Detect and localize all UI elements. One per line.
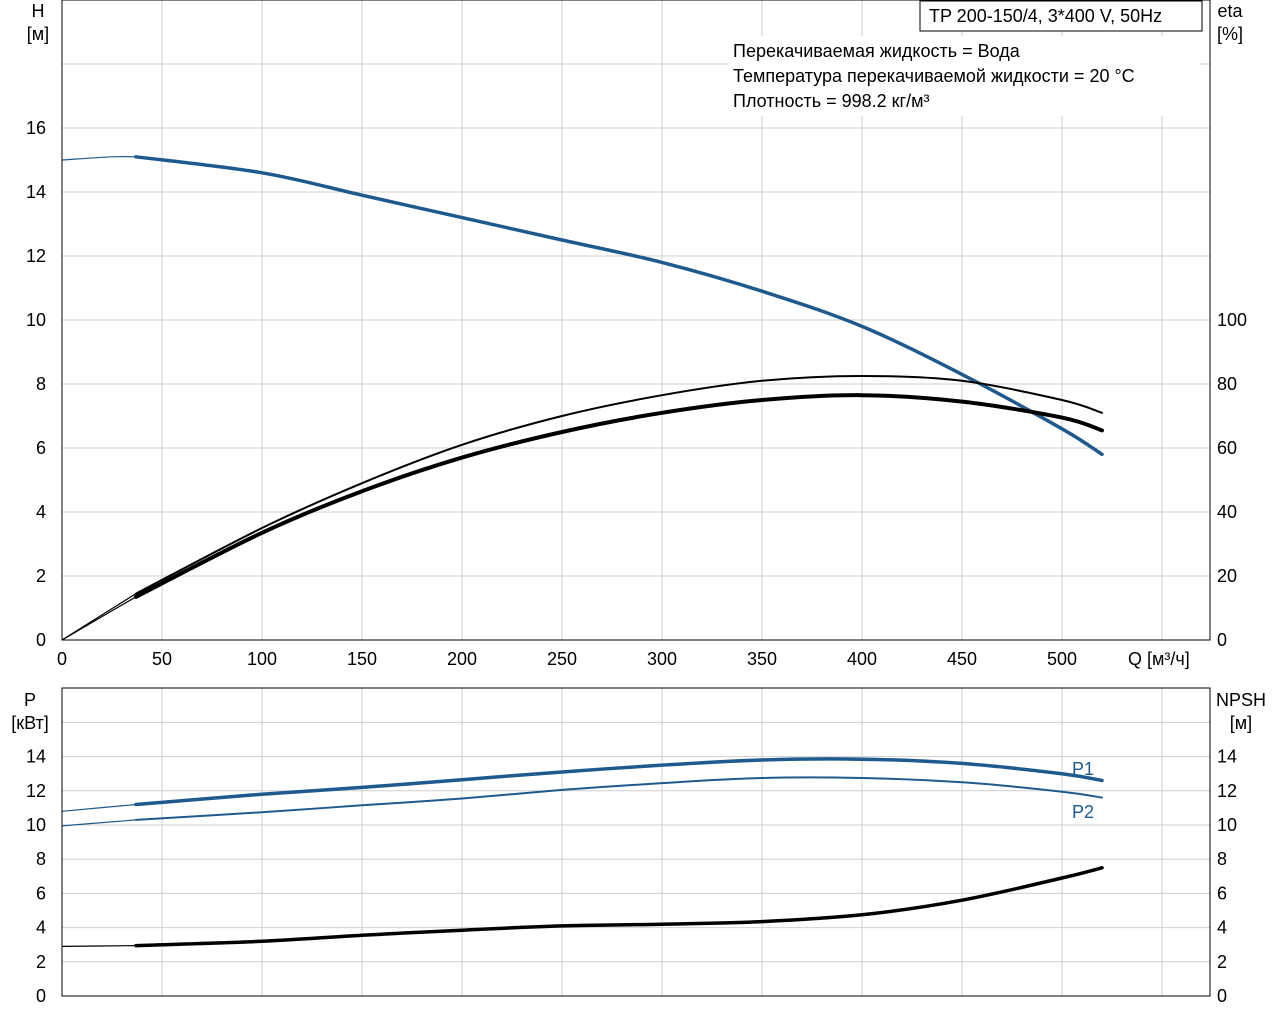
top-chart-series-1-line — [135, 375, 1103, 595]
p-tick-label: 2 — [36, 952, 46, 972]
chart-curves — [61, 155, 1104, 948]
density-info: Плотность = 998.2 кг/м³ — [733, 91, 929, 111]
eta-axis-label: eta — [1217, 1, 1243, 21]
liquid-info: Перекачиваемая жидкость = Вода — [733, 41, 1021, 61]
p-tick-label: 0 — [36, 986, 46, 1006]
h-tick-label: 10 — [26, 310, 46, 330]
temperature-info: Температура перекачиваемой жидкости = 20… — [733, 66, 1135, 86]
p-tick-label: 14 — [26, 747, 46, 767]
h-tick-label: 4 — [36, 502, 46, 522]
bottom-chart-series-0-line — [134, 757, 1104, 807]
p-tick-label: 12 — [26, 781, 46, 801]
bottom-chart-series-2-extrapolated — [61, 945, 137, 947]
npsh-tick-label: 2 — [1217, 952, 1227, 972]
info-box-background — [728, 36, 1200, 116]
p-tick-label: 4 — [36, 918, 46, 938]
eta-tick-label: 40 — [1217, 502, 1237, 522]
h-tick-label: 8 — [36, 374, 46, 394]
eta-tick-label: 60 — [1217, 438, 1237, 458]
top-chart-series-2-extrapolated — [61, 596, 137, 641]
h-axis-unit: [м] — [27, 24, 49, 44]
eta-tick-label: 80 — [1217, 374, 1237, 394]
eta-tick-label: 100 — [1217, 310, 1247, 330]
bottom-chart-series-1-extrapolated — [61, 819, 137, 827]
h-tick-label: 12 — [26, 246, 46, 266]
eta-tick-label: 0 — [1217, 630, 1227, 650]
npsh-axis-label: NPSH — [1216, 690, 1266, 710]
bottom-chart-grid — [62, 688, 1210, 996]
pump-model-box — [919, 0, 1203, 32]
q-axis-label: Q [м³/ч] — [1128, 649, 1190, 669]
h-tick-label: 2 — [36, 566, 46, 586]
h-axis-label: H — [32, 1, 45, 21]
x-tick-label: 450 — [947, 649, 977, 669]
npsh-tick-label: 14 — [1217, 747, 1237, 767]
bottom-chart-series-2-line — [134, 866, 1104, 948]
p-tick-label: 8 — [36, 849, 46, 869]
npsh-axis-unit: [м] — [1230, 713, 1252, 733]
x-tick-label: 400 — [847, 649, 877, 669]
npsh-tick-label: 10 — [1217, 815, 1237, 835]
eta-axis-unit: [%] — [1217, 24, 1243, 44]
npsh-tick-label: 8 — [1217, 849, 1227, 869]
h-tick-label: 6 — [36, 438, 46, 458]
eta-tick-label: 20 — [1217, 566, 1237, 586]
x-tick-label: 50 — [152, 649, 172, 669]
x-tick-label: 0 — [57, 649, 67, 669]
h-tick-label: 0 — [36, 630, 46, 650]
axis-tick-labels: 0 50 100 150 200 250 300 350 400 450 5000246810121… — [26, 118, 1247, 1006]
npsh-tick-label: 12 — [1217, 781, 1237, 801]
top-chart-series-0-line — [134, 155, 1104, 457]
x-tick-label: 200 — [447, 649, 477, 669]
top-chart-frame — [61, 0, 1211, 641]
x-tick-label: 500 — [1047, 649, 1077, 669]
h-tick-label: 14 — [26, 182, 46, 202]
p-axis-label: P — [24, 690, 36, 710]
p-axis-unit: [кВт] — [11, 713, 49, 733]
p1-series-label: P1 — [1072, 759, 1094, 779]
npsh-tick-label: 0 — [1217, 986, 1227, 1006]
bottom-chart-series-1-line — [135, 776, 1103, 821]
top-chart-series-0-extrapolated — [61, 155, 137, 161]
p2-series-label: P2 — [1072, 802, 1094, 822]
pump-model-label: TP 200-150/4, 3*400 V, 50Hz — [929, 6, 1162, 26]
npsh-tick-label: 4 — [1217, 918, 1227, 938]
x-tick-label: 100 — [247, 649, 277, 669]
x-tick-label: 300 — [647, 649, 677, 669]
bottom-chart-frame — [61, 687, 1211, 997]
bottom-chart-series-0-extrapolated — [61, 803, 137, 812]
p-tick-label: 6 — [36, 883, 46, 903]
x-tick-label: 250 — [547, 649, 577, 669]
p-tick-label: 10 — [26, 815, 46, 835]
x-tick-label: 350 — [747, 649, 777, 669]
x-tick-label: 150 — [347, 649, 377, 669]
npsh-tick-label: 6 — [1217, 883, 1227, 903]
h-tick-label: 16 — [26, 118, 46, 138]
top-chart-series-2-line — [134, 393, 1104, 599]
